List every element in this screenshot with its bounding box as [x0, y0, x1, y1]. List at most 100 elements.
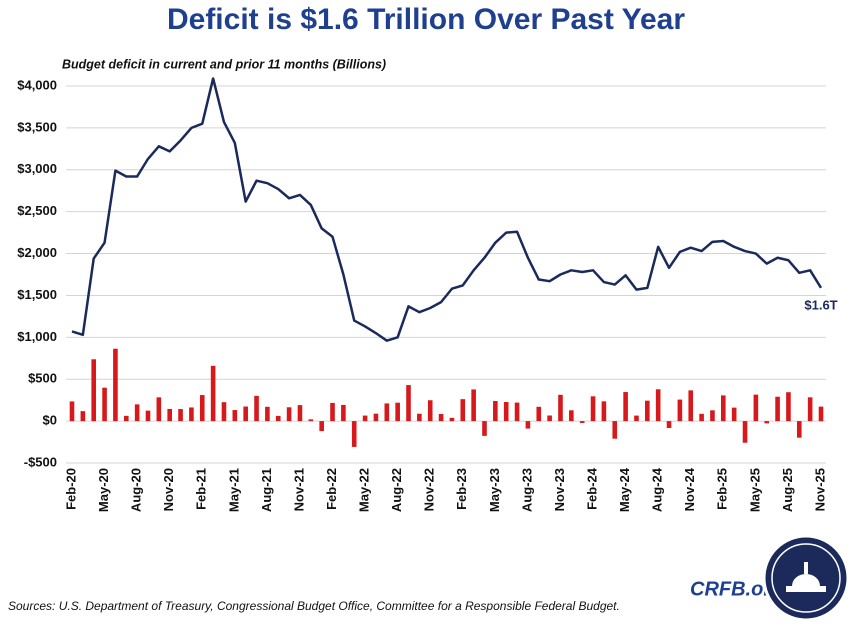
y-tick-label: $0 [43, 413, 57, 428]
x-tick-label: Feb-22 [324, 468, 339, 510]
x-tick-label: Feb-24 [584, 467, 599, 510]
x-tick-label: May-21 [226, 468, 241, 512]
x-tick-label: Feb-21 [194, 468, 209, 510]
bar [156, 397, 162, 422]
bar [623, 392, 628, 422]
x-tick-label: Aug-23 [519, 468, 534, 512]
bar [145, 410, 151, 422]
bar [558, 394, 563, 422]
bar [189, 407, 194, 422]
x-tick-label: Nov-25 [812, 468, 827, 511]
bar [471, 389, 476, 422]
bar [286, 407, 292, 422]
bar [634, 415, 639, 422]
x-tick-label: Aug-24 [650, 467, 665, 512]
bar [677, 399, 683, 422]
bar [232, 410, 238, 422]
chart-title: Deficit is $1.6 Trillion Over Past Year [167, 3, 685, 36]
bar [384, 403, 390, 422]
bar [265, 406, 270, 422]
y-tick-label: $3,500 [17, 119, 57, 134]
x-tick-label: Aug-22 [389, 468, 404, 512]
y-tick-label: $2,000 [17, 245, 57, 260]
bar [612, 421, 618, 439]
bar [91, 359, 97, 422]
bar [514, 402, 520, 422]
x-tick-label: Feb-20 [63, 468, 78, 510]
bar [579, 421, 585, 423]
x-tick-label: Nov-20 [161, 468, 176, 511]
y-tick-label: -$500 [24, 454, 57, 469]
bar [330, 402, 335, 422]
y-tick-label: $500 [28, 371, 57, 386]
x-tick-label: May-20 [96, 468, 111, 512]
bar [308, 419, 314, 422]
bar [666, 421, 672, 428]
bar [525, 421, 531, 429]
bar [742, 421, 748, 443]
bar [807, 397, 813, 422]
x-tick-label: Feb-25 [715, 468, 730, 510]
bar [818, 406, 824, 422]
annotation: $1.6T [804, 297, 837, 312]
bar [601, 401, 607, 422]
bar [775, 396, 780, 422]
y-tick-label: $1,500 [17, 287, 57, 302]
bar [297, 405, 303, 422]
bar [645, 400, 650, 422]
bar [721, 395, 726, 422]
bar [275, 415, 281, 422]
bar [243, 406, 248, 422]
x-tick-label: May-24 [617, 467, 632, 512]
bar [764, 421, 770, 424]
bar [482, 421, 487, 436]
bar [80, 411, 86, 422]
bar [699, 413, 704, 422]
bar [417, 413, 422, 422]
bar [753, 394, 759, 422]
bar [786, 392, 791, 422]
x-tick-label: Nov-24 [682, 467, 697, 511]
bar [536, 406, 542, 422]
x-tick-label: May-25 [747, 468, 762, 512]
bar [221, 402, 227, 422]
bar [102, 387, 107, 422]
bar [710, 410, 715, 422]
y-tick-label: $3,000 [17, 161, 57, 176]
bar [493, 401, 498, 422]
bar [569, 410, 574, 422]
logo [762, 534, 850, 622]
x-tick-label: Aug-20 [129, 468, 144, 512]
bar [731, 407, 737, 422]
bar [351, 421, 357, 447]
bar [438, 413, 444, 422]
bar [590, 396, 596, 422]
x-tick-label: May-22 [357, 468, 372, 512]
line [71, 77, 823, 342]
bar [178, 409, 183, 422]
bar [113, 348, 118, 422]
x-tick-label: Feb-23 [454, 468, 469, 510]
y-tick-label: $4,000 [17, 77, 57, 92]
bar [796, 421, 802, 438]
bar [460, 399, 466, 422]
x-tick-label: Nov-22 [422, 468, 437, 511]
x-tick-label: Nov-21 [291, 468, 306, 511]
bar [503, 402, 509, 422]
source-note: Sources: U.S. Department of Treasury, Co… [8, 599, 620, 613]
bar [341, 404, 346, 422]
bar [167, 408, 172, 422]
bar [655, 389, 661, 422]
bar [427, 400, 433, 422]
chart-subtitle: Budget deficit in current and prior 11 m… [62, 57, 386, 71]
bar [210, 365, 216, 422]
y-tick-label: $1,000 [17, 329, 57, 344]
bar [547, 415, 552, 422]
bar [319, 421, 324, 432]
x-tick-label: Aug-21 [259, 468, 274, 512]
bar [688, 390, 694, 422]
y-tick-label: $2,500 [17, 203, 57, 218]
brand: CRFB.org [690, 578, 783, 600]
bar [449, 417, 455, 422]
